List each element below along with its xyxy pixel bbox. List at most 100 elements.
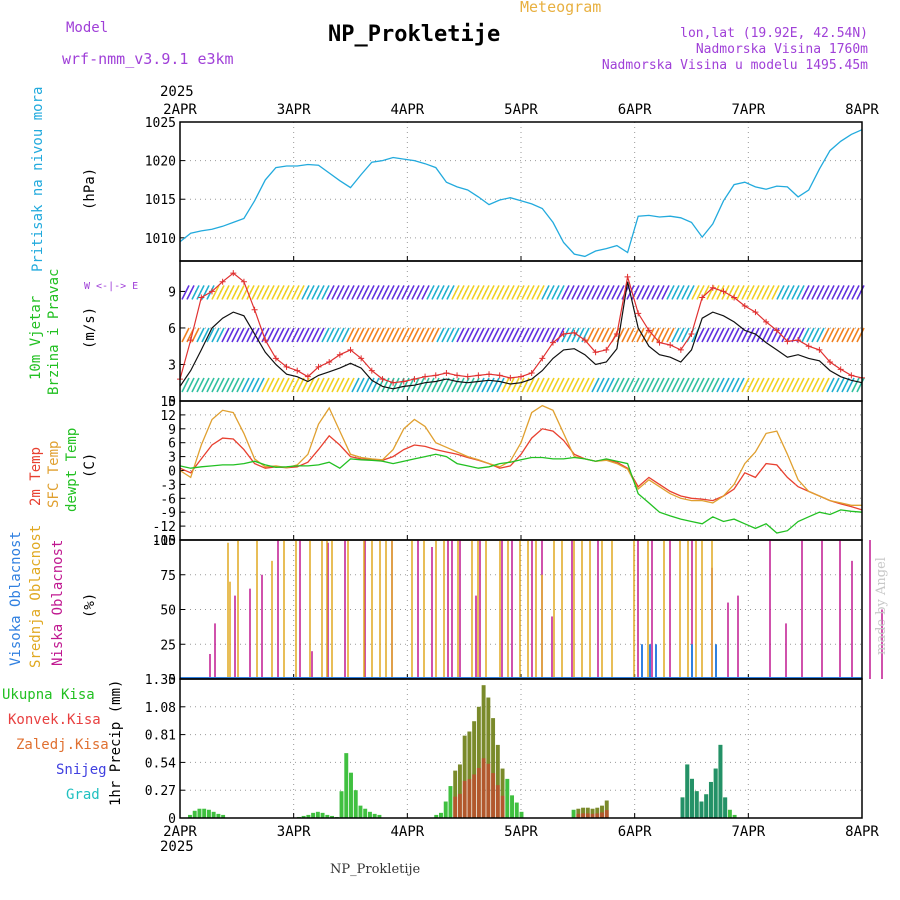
wind-barb (506, 285, 515, 300)
wind-barb (406, 285, 415, 300)
wind-gust-mark (422, 373, 429, 380)
wind-barb (221, 377, 230, 393)
wind-barb (226, 285, 235, 300)
precip-bar (367, 811, 372, 818)
wind-gust-mark (262, 337, 269, 344)
wind-barb (841, 285, 850, 300)
wind-barb (786, 285, 795, 300)
wind-gust-mark (198, 294, 205, 301)
precip-bar (197, 808, 202, 818)
wind-barb (311, 285, 320, 300)
wind-barb (396, 327, 405, 343)
precip-grad-bar (694, 791, 699, 818)
wind-barb (216, 377, 225, 393)
wind-barb (516, 285, 525, 300)
wind-barb (606, 377, 615, 393)
precip-conv-bar (585, 813, 590, 818)
day-label-top: 7APR (731, 102, 765, 118)
wind-barb (306, 377, 315, 393)
wind-barb (181, 327, 190, 343)
wind-barb (661, 377, 670, 393)
wind-barb (441, 377, 450, 393)
wind-barb (421, 285, 430, 300)
wind-barb (281, 285, 290, 300)
day-label-top: 2APR (163, 102, 197, 118)
wind-barb (201, 377, 210, 393)
wind-barb (671, 285, 680, 300)
wind-barb (721, 377, 730, 393)
wind-barb (821, 285, 830, 300)
wind-barb (641, 377, 650, 393)
wind-barb (466, 377, 475, 393)
wind-gust-mark (507, 374, 514, 381)
wind-barb (636, 377, 645, 393)
wind-barb (401, 285, 410, 300)
wind-barb (341, 377, 350, 393)
panel-frame-precip (179, 678, 863, 819)
wind-gust-mark (827, 359, 834, 366)
wind-barb (296, 285, 305, 300)
wind-gust-mark (368, 367, 375, 374)
wind-barb (436, 285, 445, 300)
wind-barb (366, 327, 375, 343)
precip-grad-bar (713, 768, 718, 818)
day-label-bottom: 3APR (277, 824, 311, 840)
precip-bar (727, 809, 732, 818)
wind-barb (386, 327, 395, 343)
wind-gust-mark (603, 346, 610, 353)
wind-barb (226, 377, 235, 393)
wind-barb (726, 285, 735, 300)
wind-barb (256, 285, 265, 300)
precip-bar (325, 814, 330, 818)
wind-barb (666, 377, 675, 393)
wind-barb (641, 285, 650, 300)
wind-barb (566, 377, 575, 393)
wind-barb (271, 285, 280, 300)
precip-conv-bar (576, 813, 581, 818)
precip-conv-bar (457, 793, 462, 818)
wind-barb (266, 285, 275, 300)
wind-barb (251, 377, 260, 393)
wind-barb (716, 285, 725, 300)
series-dewpt-temp (179, 453, 863, 534)
wind-gust-mark (656, 339, 663, 346)
wind-barb (446, 285, 455, 300)
wind-gust-mark (294, 367, 301, 374)
wind-barb (781, 285, 790, 300)
wind-gust-mark (773, 327, 780, 334)
wind-barb (236, 377, 245, 393)
precip-bar (344, 753, 349, 818)
wind-direction-legend: W <-|-> E (84, 281, 139, 292)
ytick-label: 9 (168, 423, 176, 438)
precip-conv-bar (476, 767, 481, 818)
wind-barb (416, 327, 425, 343)
wind-barb (706, 377, 715, 393)
precip-grad-bar (680, 797, 685, 818)
wind-barb (776, 377, 785, 393)
precip-bar (595, 807, 600, 818)
wind-barb (416, 285, 425, 300)
precip-bar (585, 807, 590, 818)
wind-barb (651, 285, 660, 300)
wind-barb (706, 327, 715, 343)
wind-gust-mark (379, 376, 386, 383)
wind-barb (586, 285, 595, 300)
wind-barb (781, 377, 790, 393)
precip-bar (476, 706, 481, 818)
temp-unit: (C) (82, 452, 98, 478)
wind-barb (816, 285, 825, 300)
wind-barb (581, 285, 590, 300)
wind-barb (746, 377, 755, 393)
wind-barb (331, 377, 340, 393)
wind-barb (676, 377, 685, 393)
wind-gust-mark (347, 346, 354, 353)
wind-gust-mark (677, 346, 684, 353)
wind-barb (476, 377, 485, 393)
precip-bar (481, 685, 486, 818)
wind-barb (801, 377, 810, 393)
wind-gust-mark (411, 376, 418, 383)
wind-barb (491, 327, 500, 343)
precip-bar (453, 770, 458, 818)
wind-barb (481, 327, 490, 343)
precip-bar (377, 814, 382, 818)
